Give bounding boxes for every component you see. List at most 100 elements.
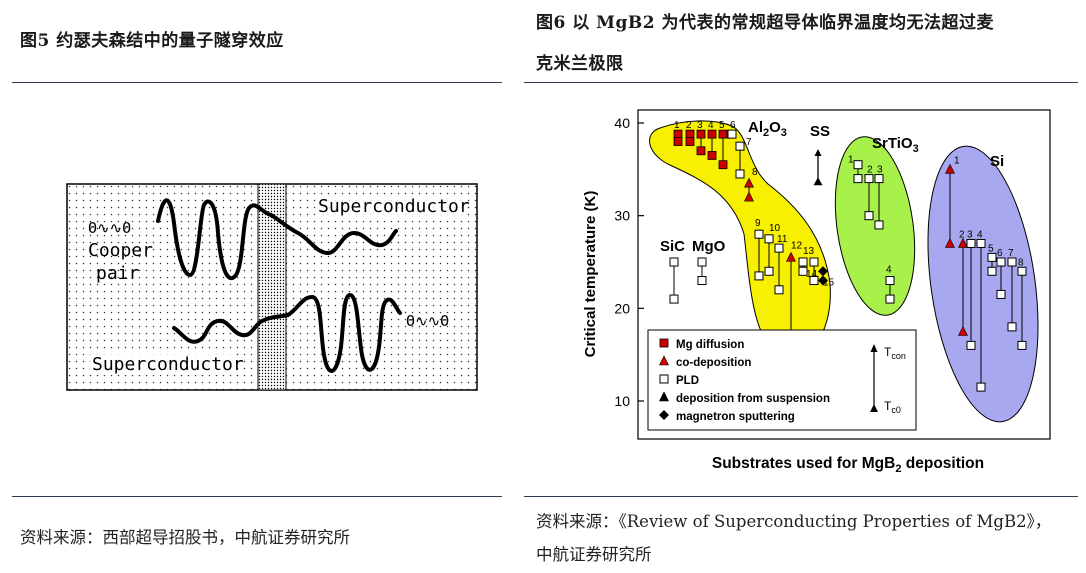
tc0-marker (774, 285, 784, 295)
tcon-marker (774, 243, 784, 253)
tcon-marker (958, 237, 968, 248)
legend-marker (659, 391, 669, 402)
tcon-marker (874, 174, 884, 184)
tc0-marker (696, 146, 706, 156)
series-si7: 7 (1007, 248, 1017, 332)
group-label-mgo: MgO (692, 238, 726, 255)
tcon-marker (996, 257, 1006, 267)
legend-label: magnetron sputtering (676, 411, 795, 423)
series-5: 5 (718, 120, 728, 170)
series-si1: 1 (945, 155, 960, 248)
tcon-marker (718, 129, 728, 139)
series-sic (669, 257, 679, 304)
legend-arrow-head (870, 344, 878, 352)
series-si8: 8 (1017, 257, 1027, 350)
y-tick-label: 30 (614, 208, 630, 224)
point-label: 3 (877, 165, 883, 176)
tc0-marker (809, 276, 819, 286)
tc0-marker (966, 340, 976, 350)
group-label-si: Si (990, 153, 1004, 170)
plot-frame (637, 109, 1051, 440)
point-label: 2 (867, 165, 873, 176)
tcon-marker (987, 252, 997, 262)
tcon-marker (707, 129, 717, 139)
tcon-marker (853, 160, 863, 170)
tcon-marker (809, 257, 819, 267)
tc0-marker (764, 266, 774, 276)
tcon-marker (696, 129, 706, 139)
legend-side-label: Tc0 (884, 399, 901, 415)
series-sto3: 3 (874, 165, 884, 230)
cooper-pair-glyph-right: Θ∿∿Θ (406, 312, 449, 330)
series-10: 10 (764, 223, 781, 276)
tcon-marker (818, 266, 828, 277)
point-label: 10 (769, 223, 781, 234)
series-sto2: 2 (864, 165, 874, 221)
tcon-marker (673, 129, 683, 139)
tcon-marker (945, 163, 955, 174)
series-3: 3 (696, 120, 706, 156)
series-si6: 6 (996, 248, 1006, 299)
tc0-marker (885, 294, 895, 304)
insulating-barrier (257, 183, 287, 391)
group-label-sic: SiC (660, 238, 685, 255)
series-si2: 2 (958, 229, 968, 336)
y-axis-label: Critical temperature (K) (582, 191, 599, 358)
series-7: 7 (735, 137, 752, 179)
left-source-rule (12, 496, 502, 497)
tcon-marker (1017, 266, 1027, 276)
point-label: 6 (997, 248, 1003, 259)
tcon-marker (864, 174, 874, 184)
series-9: 9 (754, 218, 764, 281)
series-si3: 3 (966, 229, 976, 350)
point-label: 1 (848, 155, 854, 166)
region-si (927, 145, 1039, 423)
point-label: 7 (746, 137, 752, 148)
point-label: 1 (954, 155, 960, 166)
right-figure-title-line1: 图6 以 MgB2 为代表的常规超导体临界温度均无法超过麦 (536, 13, 994, 33)
tc0-marker (987, 266, 997, 276)
series-sto4: 4 (885, 265, 895, 304)
tc0-marker (864, 211, 874, 221)
y-tick-label: 40 (614, 115, 630, 131)
tc0-marker (996, 289, 1006, 299)
tcon-marker (685, 129, 695, 139)
superconductor-label-bottom: Superconductor (92, 354, 244, 375)
pair-label: pair (96, 263, 140, 284)
series-mgo (697, 257, 707, 286)
tcon-marker (744, 177, 754, 188)
group-label-ss: SS (810, 123, 830, 140)
series-ss (813, 148, 823, 186)
legend-marker (659, 374, 669, 384)
tc0-marker (1007, 322, 1017, 332)
point-label: 15 (823, 277, 835, 288)
tcon-marker (885, 276, 895, 286)
x-axis-label: Substrates used for MgB2 deposition (712, 455, 984, 475)
point-label: 9 (755, 218, 761, 229)
point-label: 4 (977, 229, 983, 240)
legend-marker (659, 410, 669, 420)
legend: Mg diffusion co-deposition PLD deposition f… (647, 329, 917, 431)
josephson-diagram: Superconductor Superconductor Θ∿∿Θ Coope… (66, 183, 478, 391)
point-label: 6 (730, 120, 736, 131)
point-label: 3 (697, 120, 703, 131)
series-sto1: 1 (848, 155, 863, 184)
tc0-marker (853, 174, 863, 184)
tc0-marker (707, 151, 717, 160)
point-label: 14 (806, 269, 818, 280)
series-11: 11 (774, 234, 788, 295)
tcon-marker (735, 141, 745, 151)
tc0-marker (976, 382, 986, 392)
tc0-marker (1017, 340, 1027, 350)
legend-marker (659, 355, 669, 366)
tc0-marker (673, 137, 683, 146)
legend-marker (659, 338, 669, 348)
series-8: 8 (744, 167, 758, 202)
legend-label: deposition from suspension (676, 393, 830, 405)
legend-label: Mg diffusion (676, 339, 744, 351)
point-label: 5 (719, 120, 725, 131)
tcon-marker (966, 238, 976, 248)
series-6: 6 (727, 120, 737, 139)
point-label: 13 (803, 246, 815, 257)
